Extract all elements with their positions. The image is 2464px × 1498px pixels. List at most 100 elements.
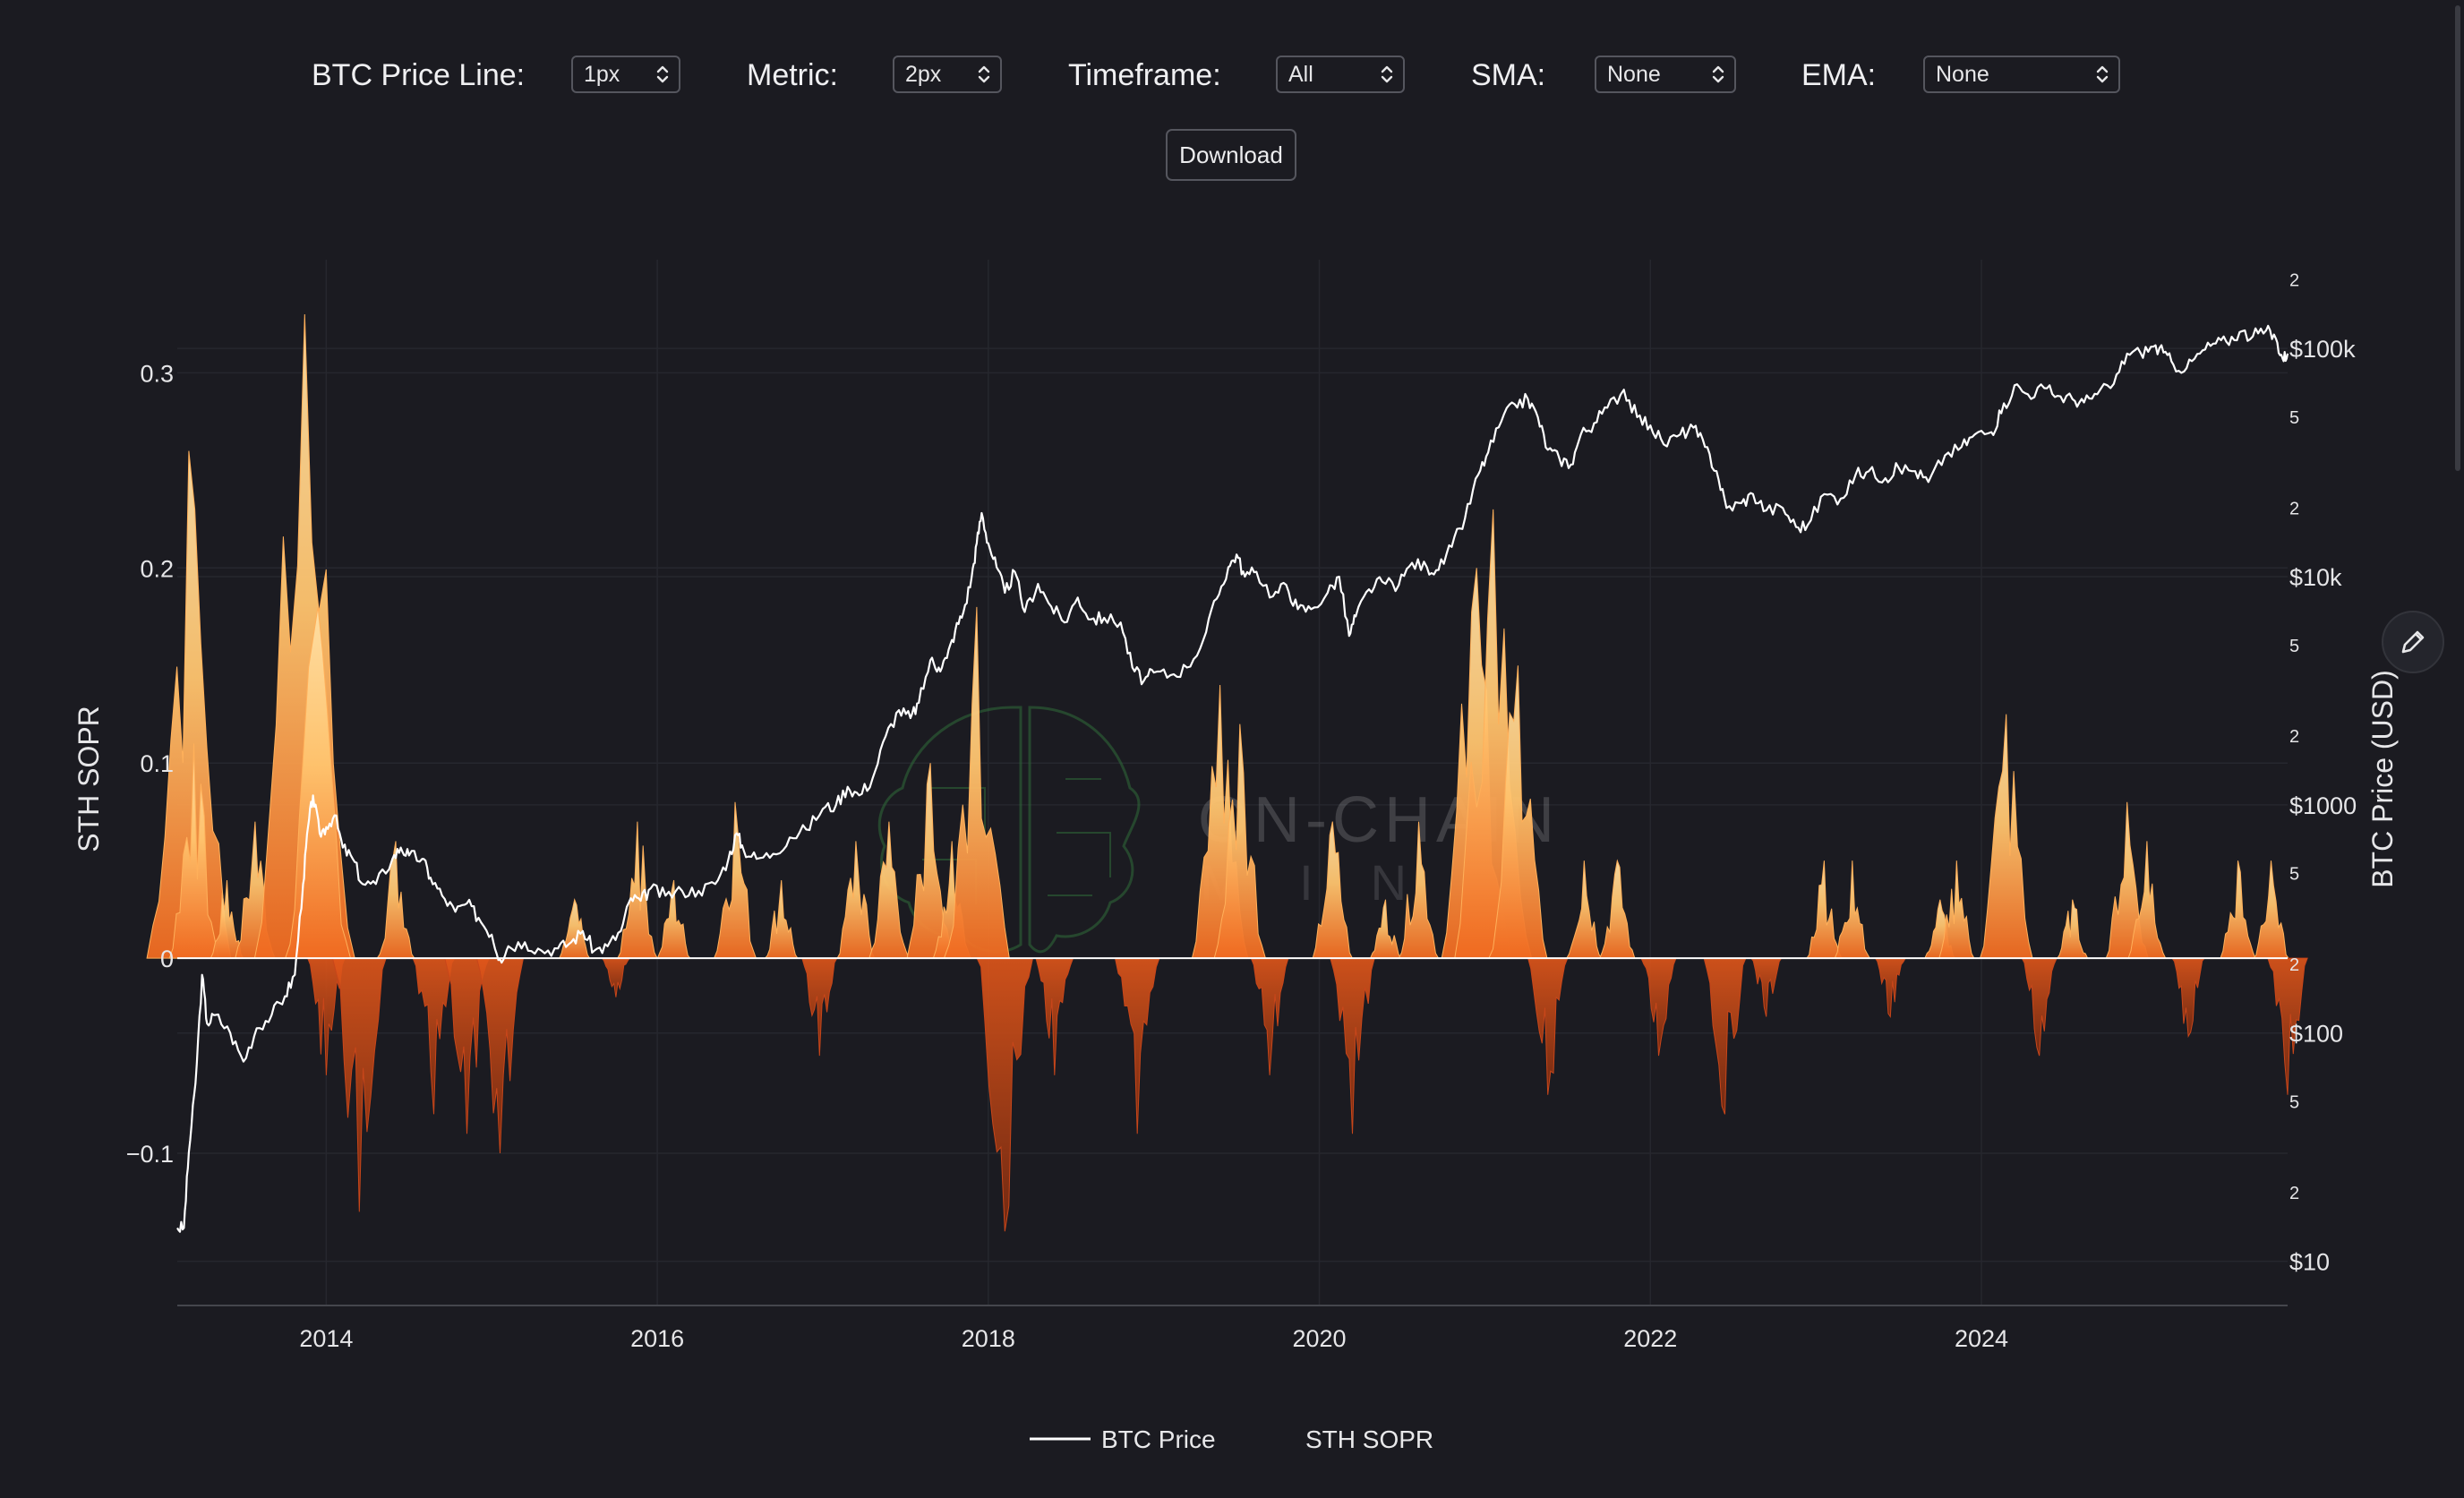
ema-label: EMA: <box>1801 58 1877 92</box>
right-major-tick-3: $100 <box>2289 1021 2343 1048</box>
chevron-updown-icon <box>2096 65 2109 83</box>
pencil-icon <box>2401 630 2425 654</box>
sopr-spike-24 <box>976 957 1034 1232</box>
sopr-spike-0 <box>146 450 232 959</box>
sopr-spike-9 <box>412 957 456 1115</box>
right-minor-tick-6: 2 <box>2289 955 2299 975</box>
sopr-spike-28 <box>1213 723 1267 959</box>
sopr-spike-15 <box>656 879 691 959</box>
right-minor-tick-3: 5 <box>2289 637 2299 656</box>
sopr-spike-17 <box>764 879 799 959</box>
timeframe-value: All <box>1288 62 1313 87</box>
right-major-tick-0: $100k <box>2289 336 2356 363</box>
sma-label: SMA: <box>1471 58 1546 92</box>
sopr-spike-12 <box>559 897 591 959</box>
scrollbar[interactable] <box>2455 5 2460 471</box>
sopr-spike-40 <box>1640 957 1677 1057</box>
sopr-spike-1 <box>168 743 219 959</box>
grid-lines <box>177 260 2288 1305</box>
sma-select[interactable]: None <box>1595 56 1736 93</box>
legend-btc-price[interactable]: BTC Price <box>1101 1425 1216 1453</box>
sopr-spike-38 <box>1565 860 1603 959</box>
sopr-spike-14 <box>616 821 658 959</box>
chevron-updown-icon <box>1712 65 1724 83</box>
right-minor-tick-5: 5 <box>2289 865 2299 885</box>
ema-value: None <box>1936 62 1989 87</box>
sma-value: None <box>1607 62 1661 87</box>
right-major-tick-4: $10 <box>2289 1249 2330 1276</box>
left-tick-label-2: 0.1 <box>140 750 174 777</box>
sopr-spike-56 <box>2267 957 2308 1095</box>
sopr-spike-53 <box>2170 957 2206 1038</box>
sopr-spike-52 <box>2127 841 2167 959</box>
x-tick-label-1: 2016 <box>630 1325 684 1352</box>
sopr-spike-45 <box>1874 957 1907 1019</box>
sopr-spike-49 <box>2021 957 2058 1057</box>
sopr-spike-31 <box>1330 957 1375 1134</box>
sopr-spike-36 <box>1488 665 1548 959</box>
right-major-tick-2: $1000 <box>2289 792 2357 819</box>
sopr-spike-37 <box>1527 957 1569 1095</box>
sopr-spike-55 <box>2252 860 2289 959</box>
sopr-spike-20 <box>868 821 910 959</box>
left-tick-label-1: 0.2 <box>140 555 174 582</box>
left-tick-label-3: 0 <box>160 946 174 972</box>
x-tick-label-2: 2018 <box>962 1325 1015 1352</box>
btc-price-line-select[interactable]: 1px <box>571 56 680 93</box>
left-axis-title: STH SOPR <box>73 706 105 852</box>
right-major-tick-1: $10k <box>2289 564 2342 591</box>
right-minor-tick-1: 5 <box>2289 408 2299 428</box>
sopr-spike-43 <box>1805 860 1843 959</box>
sopr-spike-16 <box>713 801 757 959</box>
chevron-updown-icon <box>656 65 669 83</box>
sopr-spike-41 <box>1703 957 1747 1115</box>
sopr-spike-7 <box>331 957 387 1212</box>
metric-select[interactable]: 2px <box>893 56 1002 93</box>
sopr-spike-13 <box>601 957 631 997</box>
right-minor-tick-2: 2 <box>2289 499 2299 518</box>
ema-select[interactable]: None <box>1923 56 2120 93</box>
chevron-updown-icon <box>978 65 990 83</box>
sopr-spike-29 <box>1250 957 1289 1075</box>
left-tick-label-4: −0.1 <box>126 1141 174 1168</box>
sopr-spike-54 <box>2220 860 2256 959</box>
btc-price-line-value: 1px <box>584 62 620 87</box>
sth-sopr-series <box>146 313 2308 1232</box>
x-tick-label-3: 2020 <box>1293 1325 1347 1352</box>
metric-label: Metric: <box>747 58 838 92</box>
right-minor-tick-7: 5 <box>2289 1092 2299 1112</box>
sopr-spike-39 <box>1599 859 1636 959</box>
legend-sth-sopr[interactable]: STH SOPR <box>1305 1425 1433 1453</box>
sopr-spike-50 <box>2056 899 2089 959</box>
metric-value: 2px <box>905 62 942 87</box>
sopr-spike-32 <box>1369 899 1402 959</box>
edit-button[interactable] <box>2382 611 2444 673</box>
sopr-spike-11 <box>475 957 525 1154</box>
btc-price-line-label: BTC Price Line: <box>312 58 526 92</box>
sopr-spike-33 <box>1398 821 1440 959</box>
sopr-spike-30 <box>1312 821 1354 959</box>
timeframe-select[interactable]: All <box>1276 56 1405 93</box>
sopr-spike-19 <box>836 841 876 959</box>
x-tick-label-0: 2014 <box>299 1325 353 1352</box>
right-axis-title: BTC Price (USD) <box>2366 670 2399 888</box>
sopr-spike-44 <box>1834 860 1871 959</box>
legend: BTC Price STH SOPR <box>1030 1425 1433 1453</box>
download-button[interactable]: Download <box>1166 129 1296 181</box>
x-axis-ticks: 2014 2016 2018 2020 2022 2024 <box>299 1325 2008 1352</box>
sopr-spike-18 <box>801 957 838 1057</box>
sopr-spike-8 <box>376 841 415 959</box>
left-tick-label-0: 0.3 <box>140 360 174 387</box>
right-minor-tick-4: 2 <box>2289 727 2299 747</box>
x-tick-label-4: 2022 <box>1623 1325 1677 1352</box>
btc-price-line <box>176 324 2289 1233</box>
timeframe-label: Timeframe: <box>1068 58 1221 92</box>
btc-price-series <box>176 324 2289 1233</box>
chevron-updown-icon <box>1381 65 1393 83</box>
x-tick-label-5: 2024 <box>1955 1325 2008 1352</box>
left-axis-ticks: 0.3 0.2 0.1 0 −0.1 <box>126 360 174 1168</box>
sopr-spike-5 <box>285 606 352 959</box>
right-minor-tick-8: 2 <box>2289 1184 2299 1203</box>
